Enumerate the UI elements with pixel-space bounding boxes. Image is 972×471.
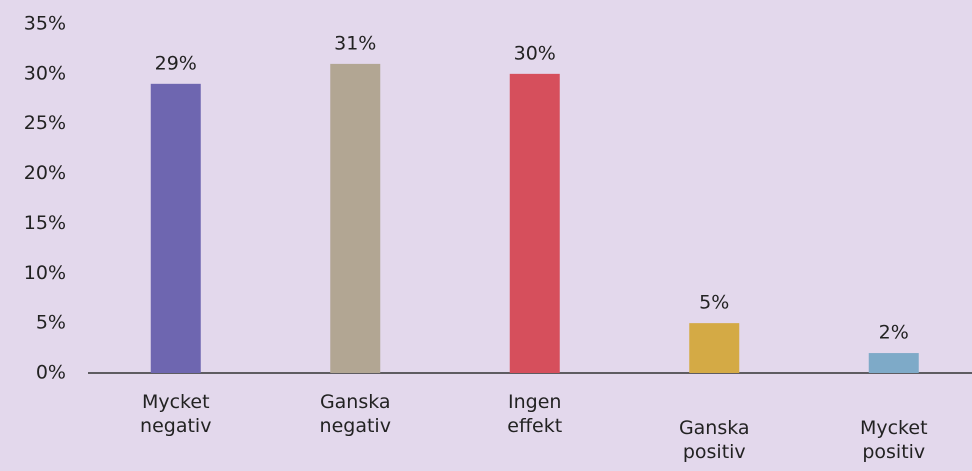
y-tick-label: 5% <box>36 312 66 334</box>
value-label: 31% <box>334 32 376 54</box>
value-label: 29% <box>155 52 197 74</box>
x-tick-label: Ganska positiv <box>678 417 750 463</box>
value-label: 30% <box>514 42 556 64</box>
y-tick-label: 0% <box>36 362 66 384</box>
y-tick-label: 35% <box>24 13 66 35</box>
y-tick-label: 30% <box>24 62 66 84</box>
y-tick-label: 20% <box>24 162 66 184</box>
x-tick-label: Ingen effekt <box>507 391 563 437</box>
bar <box>330 63 381 374</box>
bar <box>150 83 201 373</box>
x-tick-label: Mycket positiv <box>859 417 928 463</box>
value-label: 2% <box>879 322 909 344</box>
bar <box>868 353 919 373</box>
y-tick-label: 25% <box>24 112 66 134</box>
value-label: 5% <box>699 292 729 314</box>
y-tick-label: 15% <box>24 212 66 234</box>
bar <box>689 323 740 373</box>
x-tick-label: Mycket negativ <box>140 391 212 437</box>
y-tick-label: 10% <box>24 262 66 284</box>
bar <box>509 73 560 373</box>
x-tick-label: Ganska negativ <box>319 391 391 437</box>
